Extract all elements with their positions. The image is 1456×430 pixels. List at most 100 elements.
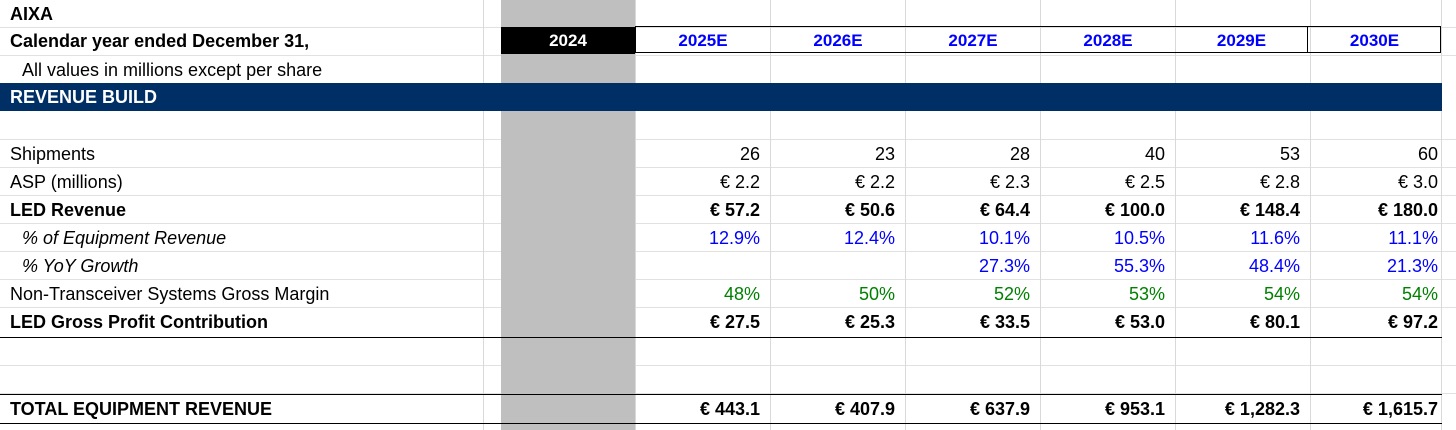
year-header-2027e[interactable]: 2027E [948, 31, 998, 50]
table-cell[interactable]: 54% [1401, 284, 1438, 304]
section-banner[interactable]: REVENUE BUILD [0, 83, 1442, 111]
row-label[interactable]: Non-Transceiver Systems Gross Margin [10, 284, 330, 304]
grid-col-line [1441, 0, 1442, 430]
row-label[interactable]: ASP (millions) [10, 172, 123, 192]
year-header-divider [1307, 26, 1308, 53]
table-row-led-revenue: LED Revenue € 57.2 € 50.6 € 64.4 € 100.0… [0, 196, 1456, 224]
year-header-2030e[interactable]: 2030E [1349, 31, 1400, 50]
year-header-2029e[interactable]: 2029E [1216, 31, 1267, 50]
units-note[interactable]: All values in millions except per share [22, 60, 323, 80]
grid-row-line [0, 365, 1456, 366]
table-cell[interactable]: 53 [1279, 144, 1300, 164]
grid-col-line [770, 0, 771, 430]
table-cell[interactable]: € 1,282.3 [1224, 399, 1300, 419]
table-cell[interactable]: 53% [1128, 284, 1165, 304]
company-name[interactable]: AIXA [10, 4, 54, 24]
row-label[interactable]: % of Equipment Revenue [22, 228, 227, 248]
table-cell[interactable]: € 953.1 [1104, 399, 1165, 419]
table-cell[interactable]: € 33.5 [979, 312, 1030, 332]
table-row-gross-profit: LED Gross Profit Contribution € 27.5 € 2… [0, 308, 1456, 336]
period-row: Calendar year ended December 31, [0, 27, 1456, 55]
grid-row-line [0, 223, 1456, 224]
grid-row-line [0, 195, 1456, 196]
company-row: AIXA [0, 0, 1456, 28]
row-label[interactable]: % YoY Growth [22, 256, 139, 276]
table-cell[interactable]: € 57.2 [709, 200, 760, 220]
table-cell[interactable]: € 637.9 [969, 399, 1030, 419]
table-cell[interactable]: 27.3% [978, 256, 1030, 276]
table-row-asp: ASP (millions) € 2.2 € 2.2 € 2.3 € 2.5 €… [0, 168, 1456, 196]
table-cell[interactable]: € 25.3 [844, 312, 895, 332]
year-header-2024[interactable]: 2024 [501, 27, 635, 54]
section-title: REVENUE BUILD [10, 87, 158, 107]
grid-col-line [1310, 0, 1311, 430]
table-cell[interactable]: € 53.0 [1114, 312, 1165, 332]
table-cell[interactable]: € 180.0 [1377, 200, 1438, 220]
table-cell[interactable]: € 2.3 [989, 172, 1030, 192]
table-cell[interactable]: € 148.4 [1239, 200, 1300, 220]
table-cell[interactable]: 12.9% [708, 228, 760, 248]
total-rule [0, 394, 1442, 395]
table-cell[interactable]: € 2.2 [719, 172, 760, 192]
grid-row-line [0, 393, 1456, 394]
period-label[interactable]: Calendar year ended December 31, [10, 31, 310, 51]
table-cell[interactable]: 26 [739, 144, 760, 164]
year-header-2026e[interactable]: 2026E [813, 31, 863, 50]
grid-row-line [0, 139, 1456, 140]
table-cell[interactable]: 50% [858, 284, 895, 304]
table-cell[interactable]: € 2.5 [1124, 172, 1165, 192]
table-cell[interactable]: € 407.9 [834, 399, 895, 419]
table-row-yoy-growth: % YoY Growth 27.3% 55.3% 48.4% 21.3% [0, 252, 1456, 280]
table-cell[interactable]: 10.5% [1113, 228, 1165, 248]
table-cell[interactable]: € 80.1 [1249, 312, 1300, 332]
table-cell[interactable]: € 2.2 [854, 172, 895, 192]
table-cell[interactable]: 48.4% [1248, 256, 1300, 276]
table-row-total-equipment: TOTAL EQUIPMENT REVENUE € 443.1 € 407.9 … [0, 395, 1456, 423]
table-cell[interactable] [771, 252, 895, 280]
table-cell[interactable]: 48% [723, 284, 760, 304]
grid-row-line [0, 27, 1456, 28]
row-label[interactable]: TOTAL EQUIPMENT REVENUE [10, 399, 273, 419]
grid-col-line [905, 0, 906, 430]
table-cell[interactable]: 55.3% [1113, 256, 1165, 276]
grid-row-line [0, 279, 1456, 280]
table-cell[interactable]: 11.1% [1388, 228, 1438, 248]
grid-row-line [0, 167, 1456, 168]
table-row-gross-margin: Non-Transceiver Systems Gross Margin 48%… [0, 280, 1456, 308]
table-cell[interactable]: € 50.6 [844, 200, 895, 220]
table-cell[interactable]: 60 [1417, 144, 1438, 164]
table-cell[interactable]: € 1,615.7 [1362, 399, 1438, 419]
table-cell[interactable]: 21.3% [1386, 256, 1438, 276]
table-cell[interactable]: € 64.4 [979, 200, 1030, 220]
grid-col-line [1040, 0, 1041, 430]
table-cell[interactable]: 11.6% [1250, 228, 1300, 248]
units-row: All values in millions except per share [0, 56, 1456, 84]
table-cell[interactable]: € 97.2 [1387, 312, 1438, 332]
table-row-pct-equipment: % of Equipment Revenue 12.9% 12.4% 10.1%… [0, 224, 1456, 252]
grid-col-line [635, 0, 636, 430]
year-header-2028e[interactable]: 2028E [1083, 31, 1133, 50]
table-row-shipments: Shipments 26 23 28 40 53 60 [0, 140, 1456, 168]
row-label[interactable]: Shipments [10, 144, 96, 164]
row-label[interactable]: LED Revenue [10, 200, 127, 220]
table-cell[interactable]: 52% [993, 284, 1030, 304]
table-cell[interactable] [636, 252, 760, 280]
table-cell[interactable]: € 27.5 [709, 312, 760, 332]
table-cell[interactable]: 10.1% [978, 228, 1030, 248]
year-header-box [635, 26, 1441, 53]
table-cell[interactable]: € 2.8 [1259, 172, 1300, 192]
table-cell[interactable]: € 443.1 [699, 399, 760, 419]
table-cell[interactable]: 40 [1144, 144, 1165, 164]
total-rule [0, 423, 1442, 424]
table-cell[interactable]: 28 [1009, 144, 1030, 164]
table-cell[interactable]: 23 [874, 144, 895, 164]
table-cell[interactable]: 12.4% [843, 228, 895, 248]
table-cell[interactable]: 54% [1263, 284, 1300, 304]
grid-col-line [1175, 0, 1176, 430]
table-cell[interactable]: € 100.0 [1104, 200, 1165, 220]
table-cell[interactable]: € 3.0 [1397, 172, 1438, 192]
year-header-2025e[interactable]: 2025E [678, 31, 728, 50]
row-label[interactable]: LED Gross Profit Contribution [10, 312, 268, 332]
total-rule [0, 337, 1442, 338]
